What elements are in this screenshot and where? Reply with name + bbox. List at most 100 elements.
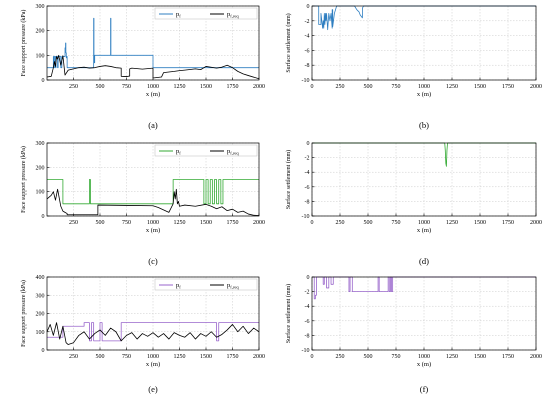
legend-label: pf: [176, 11, 181, 19]
x-tick-label: 1000: [418, 84, 430, 90]
x-axis-label: x (m): [417, 227, 431, 234]
x-tick-label: 1750: [502, 84, 514, 90]
y-tick-label: 0: [307, 275, 310, 281]
y-tick-label: 300: [36, 293, 45, 299]
series-line-p-f-req: [46, 54, 260, 80]
legend-label-subscript: f,req: [230, 14, 239, 20]
x-tick-label: 250: [69, 354, 78, 360]
chart-panel-a: 250 500 750 1000 1250 1500 1750 2000 0 100 200 300 x…: [20, 4, 265, 130]
x-tick-label: 2000: [530, 220, 542, 226]
x-axis-label: x (m): [146, 361, 160, 368]
x-tick-label: 1500: [474, 84, 486, 90]
legend-label-main: p: [176, 11, 179, 18]
legend-label: pf,req: [227, 282, 239, 291]
x-axis-label: x (m): [417, 361, 431, 368]
x-tick-label: 0: [311, 354, 314, 360]
x-tick-label: 500: [96, 84, 105, 90]
legend-label-main: p: [227, 282, 230, 289]
y-tick-label: -10: [302, 214, 310, 220]
legend-label-main: p: [227, 11, 230, 18]
y-axis-label: Face support pressure (kPa): [20, 280, 27, 347]
x-tick-label: 1500: [474, 354, 486, 360]
y-tick-label: 200: [36, 29, 45, 35]
y-tick-label: 0: [42, 348, 45, 354]
x-tick-label: 0: [311, 84, 314, 90]
x-tick-label: 2000: [253, 84, 265, 90]
y-tick-label: 400: [36, 275, 45, 281]
x-tick-label: 250: [336, 84, 345, 90]
y-tick-label: -4: [305, 170, 310, 176]
legend-label-main: p: [227, 148, 230, 155]
legend-label-subscript: f: [179, 151, 181, 156]
x-tick-label: 1250: [446, 354, 458, 360]
x-tick-label: 750: [122, 220, 131, 226]
x-tick-label: 1750: [502, 354, 514, 360]
x-axis-label: x (m): [146, 227, 160, 234]
x-tick-label: 500: [364, 220, 373, 226]
y-tick-label: 100: [36, 190, 45, 196]
panel-caption: (a): [148, 120, 158, 130]
y-tick-label: -4: [305, 304, 310, 310]
y-tick-label: 300: [36, 141, 45, 147]
legend-box: [154, 278, 258, 291]
x-tick-label: 1500: [200, 84, 212, 90]
y-axis-label: Surface settlement (mm): [285, 13, 292, 72]
x-tick-label: 0: [311, 220, 314, 226]
chart-panel-f: 0 250 500 750 1000 1250 1500 1750 2000 0 -2 -4 -6 -8 -…: [285, 275, 542, 394]
series-line-p-f-req: [46, 188, 260, 216]
series-line-p-f: [47, 17, 259, 69]
x-tick-label: 1000: [418, 354, 430, 360]
x-axis-label: x (m): [417, 91, 431, 98]
x-tick-label: 1000: [418, 220, 430, 226]
x-tick-label: 250: [69, 84, 78, 90]
x-tick-label: 1000: [147, 84, 159, 90]
y-tick-label: 0: [307, 4, 310, 10]
series-line-p-f: [47, 179, 259, 205]
legend-label: pf,req: [227, 148, 239, 157]
panel-caption: (b): [419, 120, 429, 130]
x-tick-label: 2000: [253, 220, 265, 226]
y-tick-label: -2: [305, 19, 310, 25]
x-tick-label: 1250: [174, 84, 186, 90]
x-tick-label: 750: [122, 354, 131, 360]
y-tick-label: 0: [42, 78, 45, 84]
x-tick-label: 500: [96, 220, 105, 226]
legend-label: pf: [176, 282, 181, 290]
y-axis-label: Face support pressure (kPa): [20, 146, 27, 213]
chart-panel-c: 250 500 750 1000 1250 1500 1750 2000 0 100 200 300 x…: [20, 141, 265, 266]
x-tick-label: 1250: [174, 354, 186, 360]
x-tick-label: 1750: [502, 220, 514, 226]
x-axis-label: x (m): [146, 91, 160, 98]
x-tick-label: 2000: [530, 354, 542, 360]
y-tick-label: -10: [302, 78, 310, 84]
chart-panel-b: 0 250 500 750 1000 1250 1500 1750 2000 0 -2 -4 -6 -8 -…: [285, 4, 542, 130]
x-tick-label: 1500: [200, 354, 212, 360]
legend-label-main: p: [176, 148, 179, 155]
legend-box: [154, 7, 258, 20]
legend-label-main: p: [176, 282, 179, 289]
y-tick-label: -4: [305, 34, 310, 40]
panel-caption: (e): [148, 384, 158, 394]
legend-label-subscript: f,req: [230, 285, 239, 291]
legend-label-subscript: f,req: [230, 151, 239, 157]
x-tick-label: 500: [96, 354, 105, 360]
legend-label: pf: [176, 148, 181, 156]
x-tick-label: 500: [364, 84, 373, 90]
x-tick-label: 250: [69, 220, 78, 226]
panel-caption: (c): [148, 256, 158, 266]
y-tick-label: -8: [305, 63, 310, 69]
x-tick-label: 1000: [147, 354, 159, 360]
y-tick-label: -6: [305, 185, 310, 191]
y-tick-label: 200: [36, 165, 45, 171]
x-tick-label: 2000: [253, 354, 265, 360]
y-tick-label: 100: [36, 53, 45, 59]
x-tick-label: 1500: [200, 220, 212, 226]
y-tick-label: 0: [42, 214, 45, 220]
series-line-settlement: [312, 5, 536, 31]
chart-panel-e: 250 500 750 1000 1250 1500 1750 2000 0 100 200 300 4…: [20, 275, 265, 394]
y-tick-label: -8: [305, 199, 310, 205]
x-tick-label: 1000: [147, 220, 159, 226]
y-tick-label: 0: [307, 141, 310, 147]
x-tick-label: 2000: [530, 84, 542, 90]
